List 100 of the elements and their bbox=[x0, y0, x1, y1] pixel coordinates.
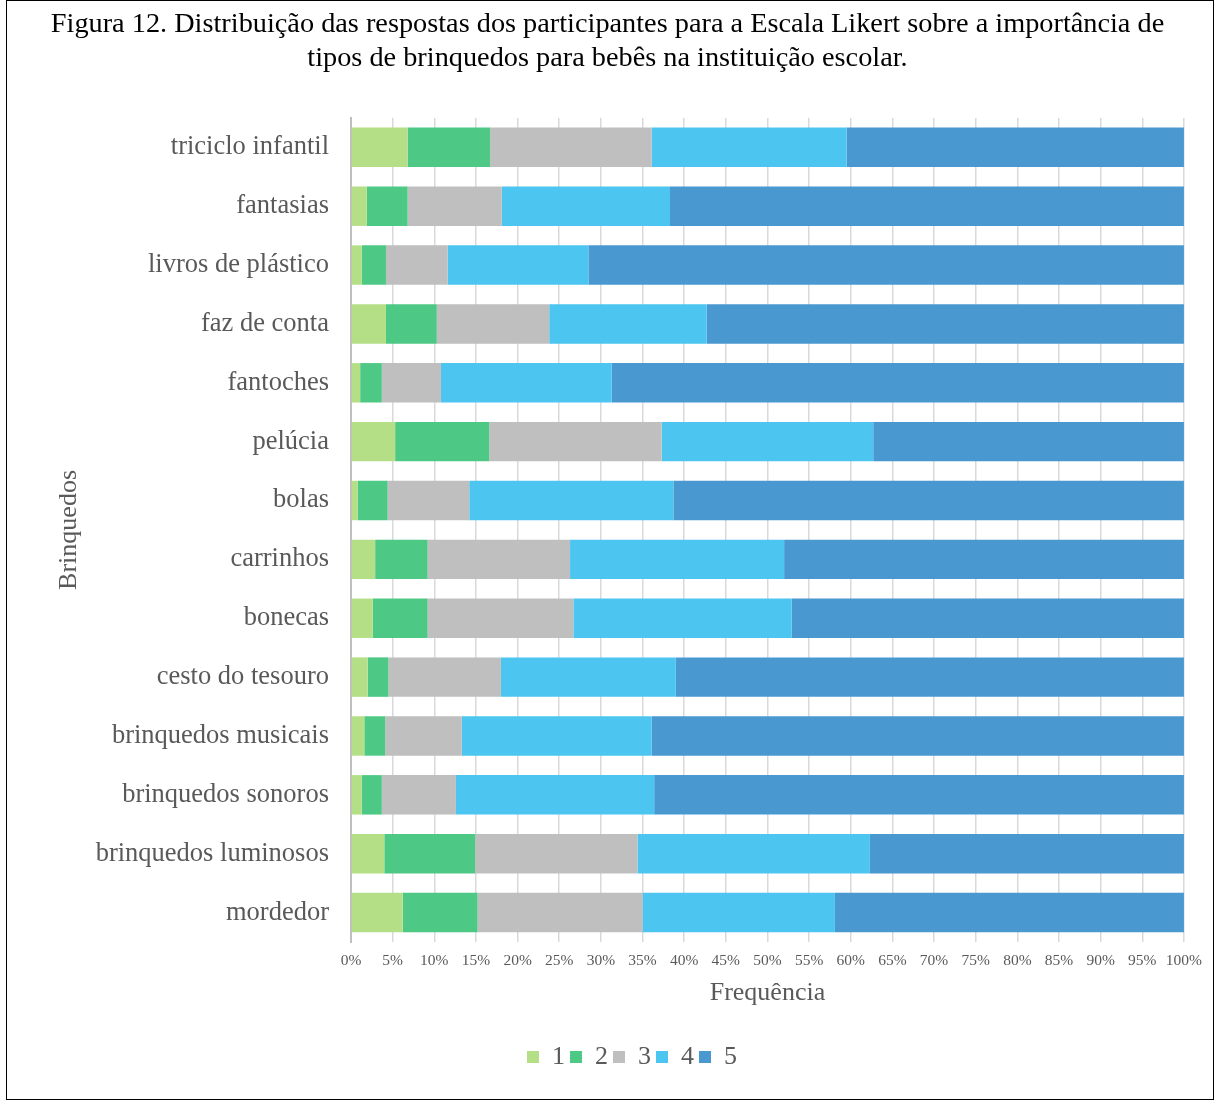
x-tick-label: 75% bbox=[961, 951, 990, 969]
legend-label: 2 bbox=[595, 1040, 608, 1070]
bar bbox=[654, 775, 1184, 815]
x-tick-label: 25% bbox=[545, 951, 574, 969]
x-tick-label: 70% bbox=[919, 951, 949, 969]
bar bbox=[670, 186, 1184, 226]
bar bbox=[351, 421, 396, 462]
x-tick-label: 35% bbox=[628, 951, 657, 969]
legend-label: 1 bbox=[552, 1040, 565, 1070]
bar bbox=[427, 539, 571, 580]
x-tick-label: 40% bbox=[669, 951, 699, 969]
bar bbox=[351, 892, 403, 933]
y-tick-label: brinquedos sonoros bbox=[122, 777, 329, 808]
bar bbox=[651, 716, 1184, 756]
legend-label: 3 bbox=[638, 1040, 651, 1070]
bar bbox=[784, 539, 1184, 580]
y-tick-label: fantoches bbox=[227, 365, 329, 396]
x-tick-label: 0% bbox=[340, 951, 362, 969]
bar bbox=[407, 186, 502, 226]
x-tick-label: 45% bbox=[711, 951, 741, 969]
bar bbox=[588, 245, 1184, 285]
bar bbox=[673, 480, 1184, 521]
y-tick-label: bolas bbox=[273, 483, 329, 514]
bar bbox=[384, 833, 476, 874]
bar bbox=[791, 598, 1184, 638]
x-tick-label: 80% bbox=[1003, 951, 1032, 969]
bar bbox=[651, 127, 847, 168]
y-tick-label: bonecas bbox=[243, 601, 329, 632]
bar bbox=[611, 363, 1184, 403]
bar bbox=[573, 598, 792, 638]
y-tick-label: triciclo infantil bbox=[170, 130, 329, 161]
bar bbox=[351, 245, 362, 285]
bar bbox=[385, 245, 448, 285]
bar bbox=[469, 480, 674, 521]
y-tick-label: pelúcia bbox=[252, 424, 330, 455]
bar bbox=[873, 421, 1184, 462]
chart-title: Figura 12. Distribuição das respostas dos participantes para a Escala Likert sobre a importância de tipos de brinquedos para bebês na instituição escolar. bbox=[49, 6, 1166, 74]
bar bbox=[351, 480, 358, 521]
x-tick-label: 5% bbox=[382, 951, 404, 969]
bar bbox=[351, 539, 376, 580]
bar bbox=[477, 892, 643, 933]
bar bbox=[381, 775, 456, 815]
bar bbox=[447, 245, 589, 285]
bar bbox=[351, 127, 408, 168]
x-tick-label: 30% bbox=[586, 951, 616, 969]
x-axis-title: Frequência bbox=[709, 977, 826, 1007]
x-tick-label: 95% bbox=[1128, 951, 1157, 969]
x-tick-label: 85% bbox=[1044, 951, 1074, 969]
x-tick-label: 60% bbox=[836, 951, 866, 969]
y-tick-label: cesto do tesouro bbox=[156, 660, 329, 691]
bar bbox=[440, 363, 612, 403]
bar bbox=[706, 304, 1184, 344]
bar bbox=[475, 833, 638, 874]
bar bbox=[642, 892, 835, 933]
bar bbox=[367, 657, 389, 697]
x-tick-label: 20% bbox=[503, 951, 532, 969]
bar bbox=[357, 480, 388, 521]
bar bbox=[834, 892, 1184, 933]
bar bbox=[436, 304, 550, 344]
bar bbox=[395, 421, 490, 462]
bar bbox=[372, 598, 428, 638]
bar bbox=[675, 657, 1184, 697]
x-tick-label: 65% bbox=[878, 951, 907, 969]
x-tick-label: 55% bbox=[794, 951, 824, 969]
bar bbox=[361, 245, 386, 285]
bar bbox=[407, 127, 491, 168]
legend-label: 5 bbox=[724, 1040, 737, 1070]
bar bbox=[385, 304, 437, 344]
y-tick-label: livros de plástico bbox=[147, 248, 329, 279]
bar bbox=[490, 127, 652, 168]
bar bbox=[500, 657, 676, 697]
bar bbox=[351, 657, 368, 697]
bar bbox=[375, 539, 428, 580]
bar bbox=[351, 304, 386, 344]
bar bbox=[387, 480, 470, 521]
bar bbox=[385, 716, 462, 756]
x-tick-label: 15% bbox=[461, 951, 491, 969]
legend-label: 4 bbox=[681, 1040, 694, 1070]
y-tick-label: faz de conta bbox=[201, 306, 330, 337]
bar bbox=[549, 304, 707, 344]
bar bbox=[361, 775, 382, 815]
y-tick-label: carrinhos bbox=[230, 542, 329, 573]
y-tick-label: mordedor bbox=[225, 895, 330, 926]
bar bbox=[402, 892, 478, 933]
bar bbox=[364, 716, 386, 756]
bar bbox=[366, 186, 408, 226]
bar bbox=[455, 775, 655, 815]
bar bbox=[869, 833, 1184, 874]
bar bbox=[661, 421, 874, 462]
bar bbox=[351, 186, 367, 226]
y-tick-label: fantasias bbox=[236, 189, 329, 220]
y-tick-label: brinquedos musicais bbox=[111, 718, 329, 749]
bar bbox=[351, 598, 373, 638]
bar bbox=[381, 363, 441, 403]
bar bbox=[360, 363, 382, 403]
bar bbox=[846, 127, 1184, 168]
bar bbox=[637, 833, 870, 874]
bar bbox=[351, 833, 385, 874]
bar bbox=[570, 539, 785, 580]
x-tick-label: 10% bbox=[420, 951, 449, 969]
